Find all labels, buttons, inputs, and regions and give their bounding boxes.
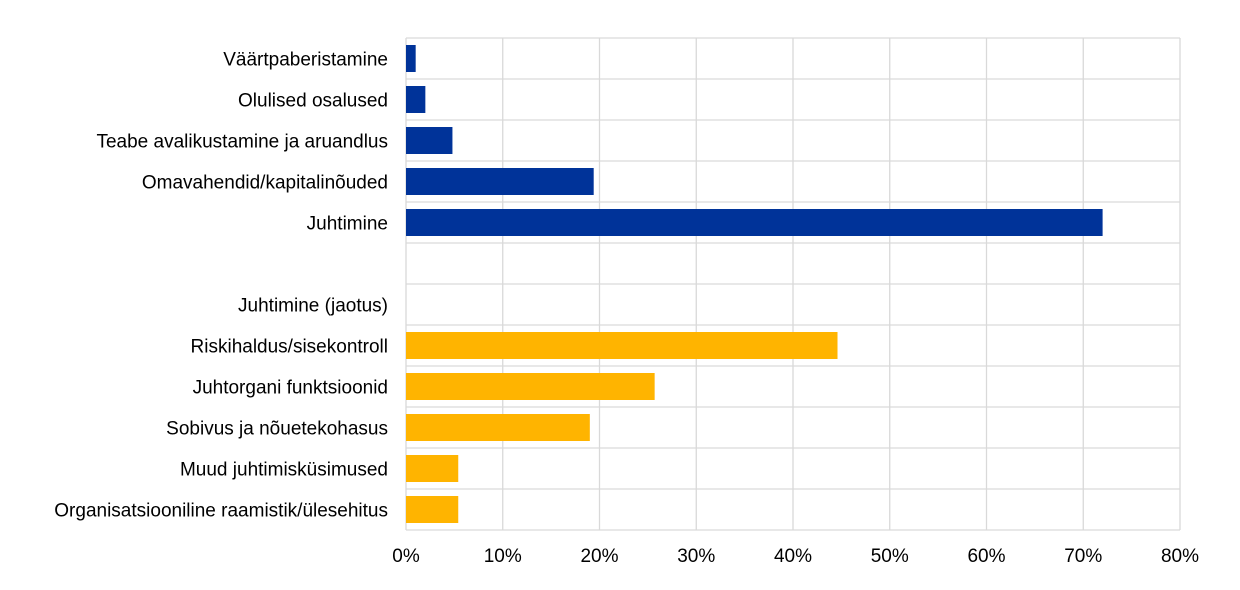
category-label: Juhtimine (jaotus) bbox=[238, 296, 388, 317]
x-tick-label: 40% bbox=[774, 546, 812, 567]
bar bbox=[406, 332, 838, 359]
bar bbox=[406, 496, 459, 523]
x-tick-label: 50% bbox=[871, 546, 909, 567]
x-tick-label: 20% bbox=[580, 546, 618, 567]
category-label: Juhtimine bbox=[307, 214, 388, 235]
bars bbox=[406, 45, 1103, 523]
category-label: Väärtpaberistamine bbox=[223, 50, 388, 71]
bar bbox=[406, 168, 594, 195]
category-label: Riskihaldus/sisekontroll bbox=[191, 337, 388, 358]
gridlines bbox=[405, 37, 1181, 531]
bar bbox=[406, 45, 416, 72]
bar bbox=[406, 209, 1103, 236]
category-label: Olulised osalused bbox=[238, 91, 388, 112]
x-tick-label: 60% bbox=[967, 546, 1005, 567]
x-tick-label: 80% bbox=[1161, 546, 1199, 567]
category-label: Organisatsiooniline raamistik/ülesehitus bbox=[54, 501, 388, 522]
bar bbox=[406, 414, 590, 441]
x-tick-label: 30% bbox=[677, 546, 715, 567]
x-axis-tick-labels: 0% 10% 20% 30% 40% 50% 60% 70% 80% bbox=[392, 546, 1199, 567]
bar bbox=[406, 127, 453, 154]
x-tick-label: 0% bbox=[392, 546, 420, 567]
category-label: Muud juhtimisküsimused bbox=[180, 460, 388, 481]
category-label: Sobivus ja nõuetekohasus bbox=[166, 419, 388, 440]
x-tick-label: 10% bbox=[484, 546, 522, 567]
category-labels: Väärtpaberistamine Olulised osalused Teabe… bbox=[54, 50, 388, 522]
category-label: Juhtorgani funktsioonid bbox=[193, 378, 388, 399]
x-tick-label: 70% bbox=[1064, 546, 1102, 567]
category-label: Omavahendid/kapitalinõuded bbox=[142, 173, 388, 194]
bar bbox=[406, 373, 655, 400]
bar bbox=[406, 86, 426, 113]
category-label: Teabe avalikustamine ja aruandlus bbox=[96, 132, 388, 153]
bar bbox=[406, 455, 459, 482]
